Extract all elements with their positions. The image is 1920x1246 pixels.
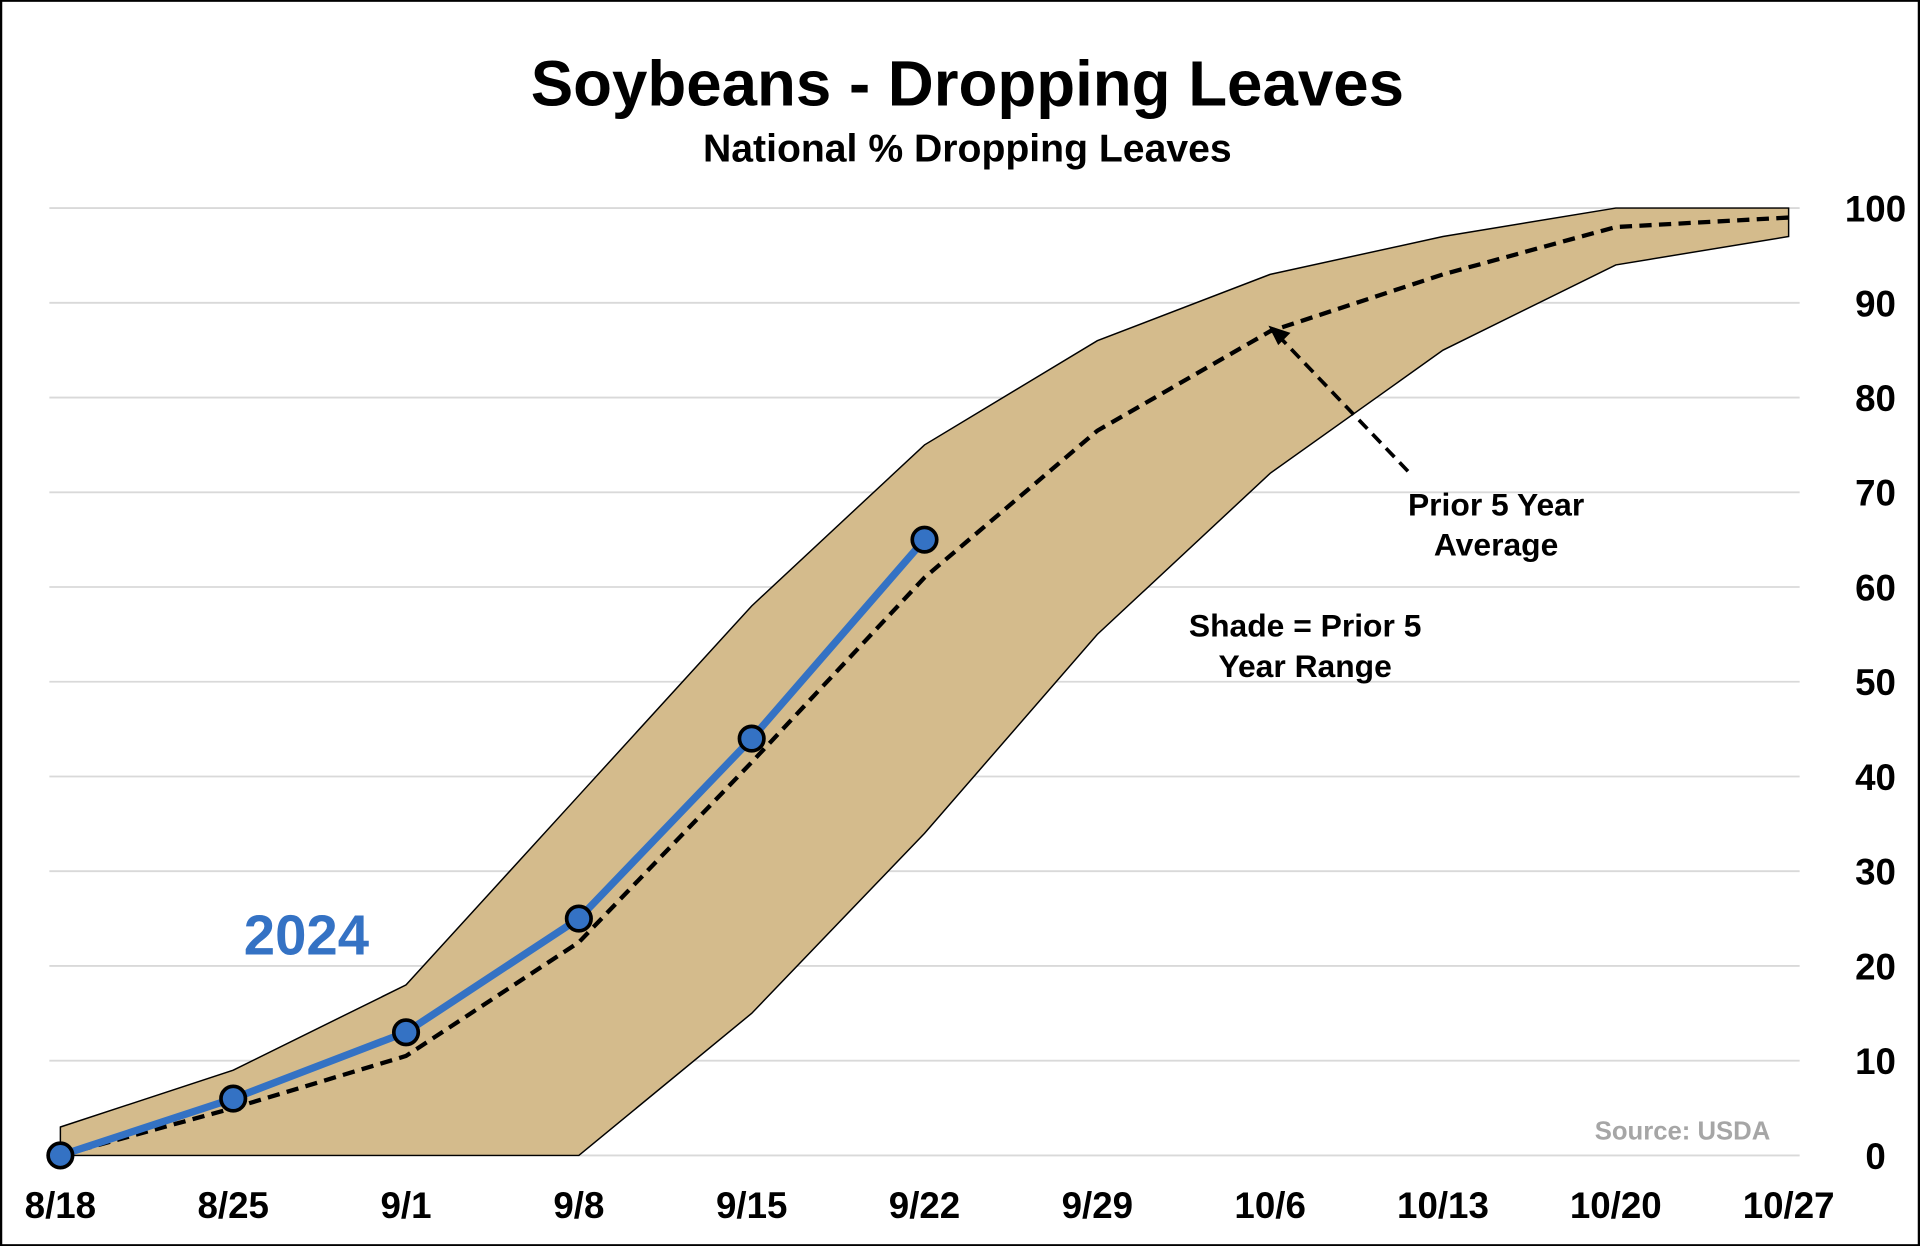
avg-line	[59, 215, 1789, 1158]
x-tick-label: 9/22	[889, 1185, 960, 1226]
series-label-2024: 2024	[244, 904, 369, 967]
shade-annotation-line2: Year Range	[1219, 648, 1392, 684]
data-point-2024	[737, 724, 766, 753]
series-2024-line	[59, 537, 928, 1159]
series-2024-markers	[46, 525, 939, 1170]
y-tick-label: 50	[1855, 662, 1896, 703]
data-point-2024	[219, 1084, 248, 1113]
x-tick-label: 10/27	[1743, 1185, 1835, 1226]
data-point-2024	[564, 904, 593, 933]
data-point-2024	[910, 525, 939, 554]
y-tick-label: 40	[1855, 757, 1896, 798]
x-tick-label: 8/18	[25, 1185, 96, 1226]
y-tick-label: 100	[1845, 189, 1906, 230]
avg-annotation-line1: Prior 5 Year	[1408, 486, 1584, 522]
x-tick-label: 9/15	[716, 1185, 787, 1226]
y-axis: 0 10 20 30 40 50 60 70 80 90 100	[1845, 189, 1906, 1177]
chart-subtitle: National % Dropping Leaves	[703, 128, 1232, 171]
x-tick-label: 9/29	[1062, 1185, 1133, 1226]
data-point-2024	[46, 1141, 75, 1170]
y-tick-label: 60	[1855, 567, 1896, 608]
y-tick-label: 10	[1855, 1041, 1896, 1082]
arrow-head-icon	[1268, 325, 1291, 346]
y-tick-label: 70	[1855, 473, 1896, 514]
y-tick-label: 90	[1855, 283, 1896, 324]
y-tick-label: 0	[1865, 1136, 1885, 1177]
y-tick-label: 20	[1855, 946, 1896, 987]
chart-title: Soybeans - Dropping Leaves	[531, 48, 1404, 119]
y-tick-label: 80	[1855, 378, 1896, 419]
shade-annotation-line1: Shade = Prior 5	[1189, 607, 1422, 643]
x-tick-label: 9/8	[553, 1185, 604, 1226]
avg-annotation-line2: Average	[1434, 527, 1558, 563]
x-axis: 8/18 8/25 9/1 9/8 9/15 9/22 9/29 10/6 10/13 10/20…	[25, 1185, 1835, 1226]
x-tick-label: 8/25	[197, 1185, 268, 1226]
x-tick-label: 10/13	[1397, 1185, 1489, 1226]
x-tick-label: 9/1	[381, 1185, 432, 1226]
range-band	[59, 207, 1790, 1157]
source-note: Source: USDA	[1595, 1118, 1771, 1146]
data-point-2024	[391, 1018, 421, 1047]
y-tick-label: 30	[1855, 852, 1896, 893]
x-tick-label: 10/20	[1570, 1185, 1662, 1226]
x-tick-label: 10/6	[1234, 1185, 1305, 1226]
avg-annotation-arrow	[1272, 329, 1410, 473]
